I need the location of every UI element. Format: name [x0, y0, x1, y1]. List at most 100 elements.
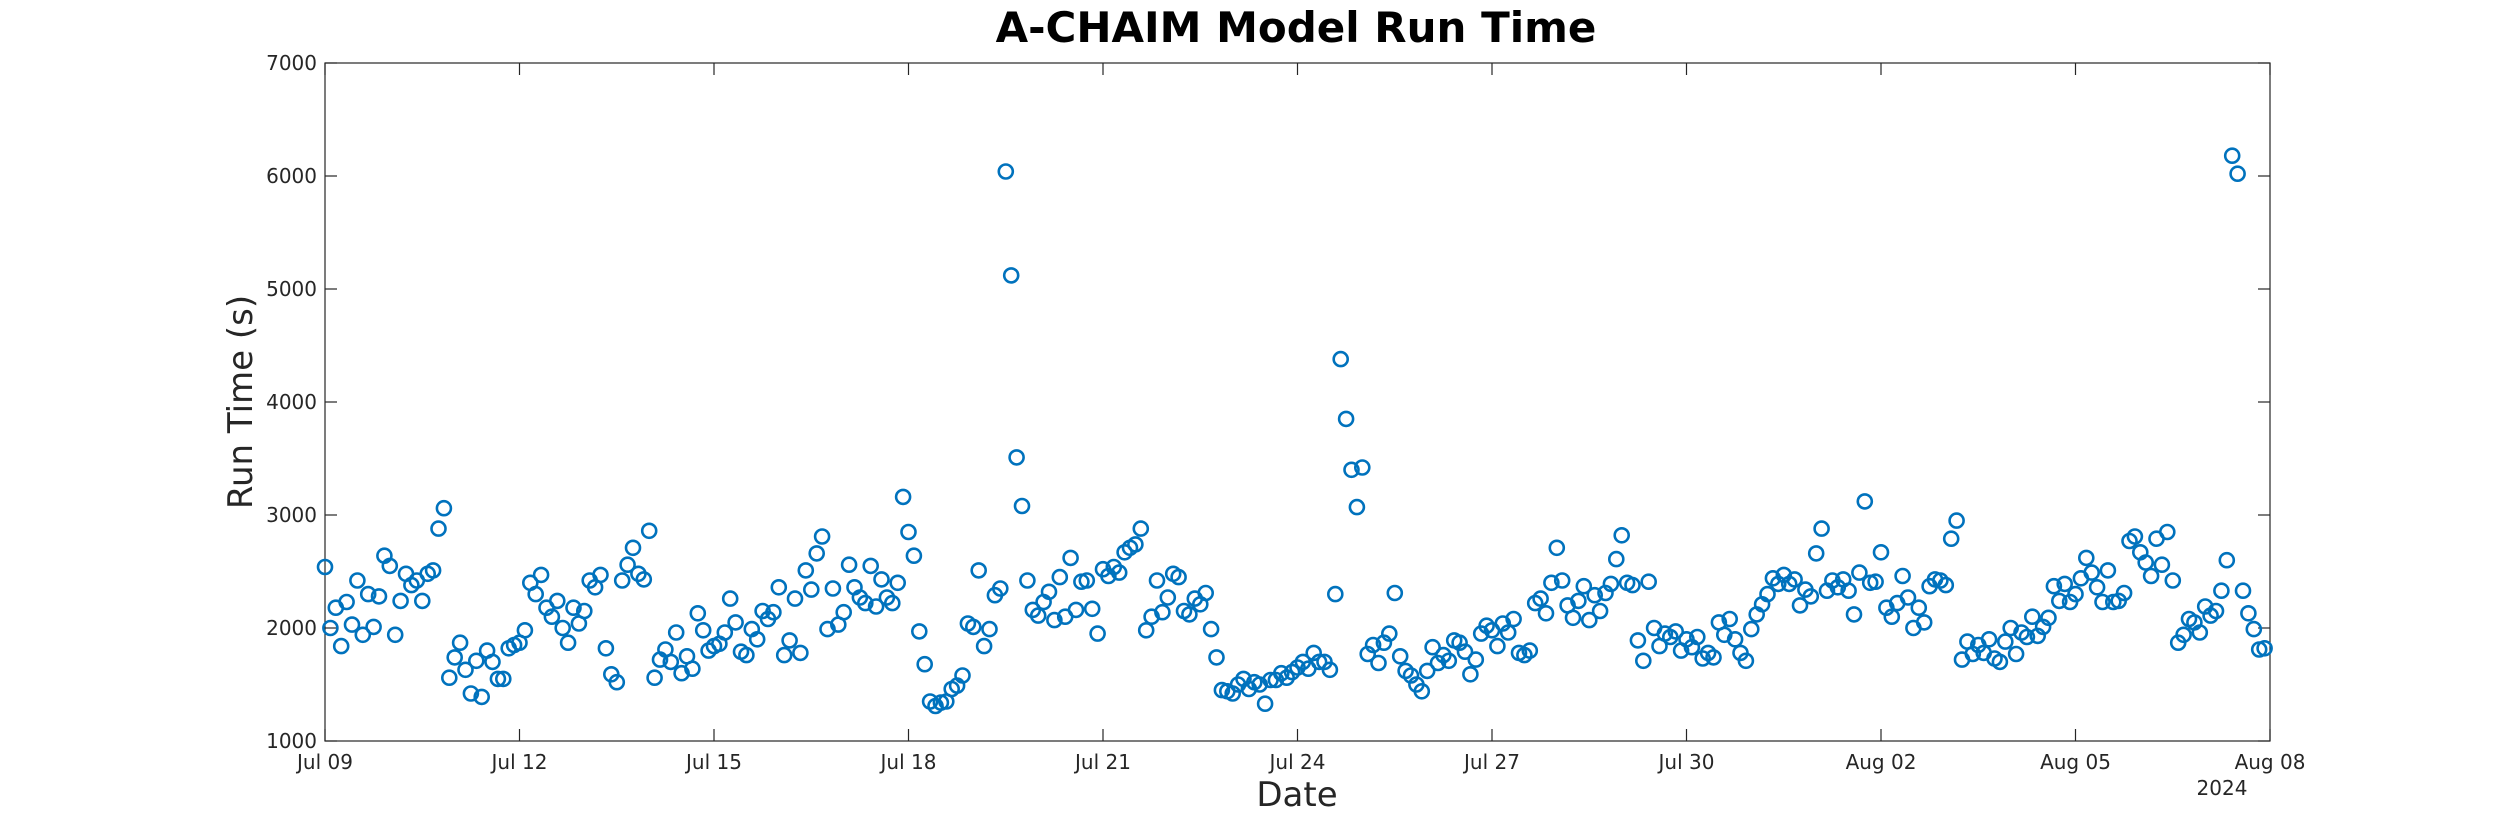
data-point: [748, 630, 766, 648]
data-point: [802, 581, 820, 598]
data-point: [1991, 653, 2009, 671]
data-point: [813, 528, 831, 545]
data-point: [1440, 652, 1458, 670]
data-point: [1154, 603, 1171, 621]
data-point: [1208, 649, 1225, 666]
x-tick-label: Aug 05: [2040, 750, 2111, 774]
data-point: [1413, 682, 1431, 700]
data-point: [457, 661, 474, 679]
data-point: [727, 614, 744, 631]
data-point: [381, 557, 399, 575]
data-point: [1894, 567, 1911, 585]
data-point: [765, 603, 782, 621]
data-point: [667, 624, 685, 641]
data-point: [1591, 602, 1609, 620]
data-point: [1170, 568, 1187, 586]
data-point: [1002, 267, 1020, 284]
data-point: [1008, 449, 1025, 466]
x-axis-year-label: 2024: [2197, 776, 2248, 800]
data-point: [2234, 582, 2252, 600]
data-point: [1997, 633, 2014, 650]
data-point: [554, 619, 572, 637]
data-point: [1148, 572, 1166, 589]
data-point: [1202, 620, 1220, 638]
data-point: [424, 562, 442, 579]
data-point: [1564, 609, 1582, 627]
data-point: [1532, 590, 1549, 607]
data-point: [781, 632, 798, 649]
data-point: [1786, 571, 1803, 588]
data-point: [1337, 410, 1355, 428]
data-point: [2229, 165, 2246, 182]
data-point: [316, 558, 334, 576]
y-tick-label: 5000: [266, 277, 317, 301]
data-point: [2159, 523, 2176, 541]
data-point: [991, 580, 1009, 597]
data-point: [1310, 653, 1328, 671]
data-point: [592, 566, 609, 584]
x-axis-label: Date: [1256, 775, 1337, 815]
data-point: [430, 520, 447, 537]
data-point: [1013, 497, 1031, 515]
data-point: [548, 592, 566, 610]
data-point: [1467, 651, 1485, 668]
data-point: [2223, 147, 2241, 164]
data-point: [970, 562, 988, 579]
data-point: [640, 522, 658, 540]
data-point: [2051, 592, 2068, 610]
data-point: [1791, 597, 1809, 614]
data-point: [1327, 585, 1344, 603]
data-point: [2191, 624, 2209, 641]
data-point: [1364, 636, 1382, 654]
data-point: [1586, 586, 1603, 604]
data-point: [516, 621, 534, 639]
data-point: [1343, 461, 1360, 479]
data-point: [1553, 572, 1571, 589]
data-point: [1948, 512, 1965, 529]
data-point: [689, 604, 707, 622]
data-point: [1462, 665, 1479, 683]
data-point: [559, 634, 577, 652]
data-point: [1899, 589, 1917, 606]
x-tick-label: Jul 09: [295, 750, 353, 774]
data-point: [413, 592, 431, 610]
data-point: [1667, 623, 1684, 640]
data-point: [440, 669, 458, 687]
data-point: [1807, 545, 1825, 562]
data-point: [349, 572, 366, 589]
y-tick-label: 2000: [266, 616, 317, 640]
data-point: [1067, 601, 1085, 619]
data-point: [835, 603, 853, 621]
data-point: [1635, 652, 1652, 670]
data-point: [1867, 573, 1884, 591]
data-point: [338, 593, 355, 611]
data-point: [619, 556, 636, 574]
x-tick-label: Jul 24: [1268, 750, 1326, 774]
data-point: [1499, 624, 1517, 641]
data-point: [910, 623, 928, 640]
data-point: [2245, 620, 2263, 638]
data-point: [1883, 608, 1901, 626]
x-axis: Jul 09 Jul 12 Jul 15 Jul 18 Jul 21 Jul 24 Jul …: [295, 63, 2305, 774]
data-point: [694, 621, 712, 639]
data-point: [2207, 602, 2225, 620]
data-point: [1381, 625, 1398, 642]
data-point: [2067, 585, 2084, 603]
data-point: [532, 566, 550, 584]
data-point: [770, 578, 788, 596]
data-point: [2240, 604, 2257, 622]
data-point: [867, 598, 885, 615]
data-point: [1456, 643, 1474, 661]
data-point: [1845, 606, 1863, 623]
data-point: [1613, 526, 1630, 544]
data-point: [662, 653, 680, 671]
data-point: [597, 639, 615, 657]
data-point: [1537, 604, 1555, 622]
data-point: [2213, 582, 2230, 600]
data-point: [489, 670, 507, 688]
data-point: [1543, 574, 1560, 592]
data-point: [473, 688, 491, 706]
data-point: [797, 562, 815, 579]
data-point: [738, 646, 755, 664]
